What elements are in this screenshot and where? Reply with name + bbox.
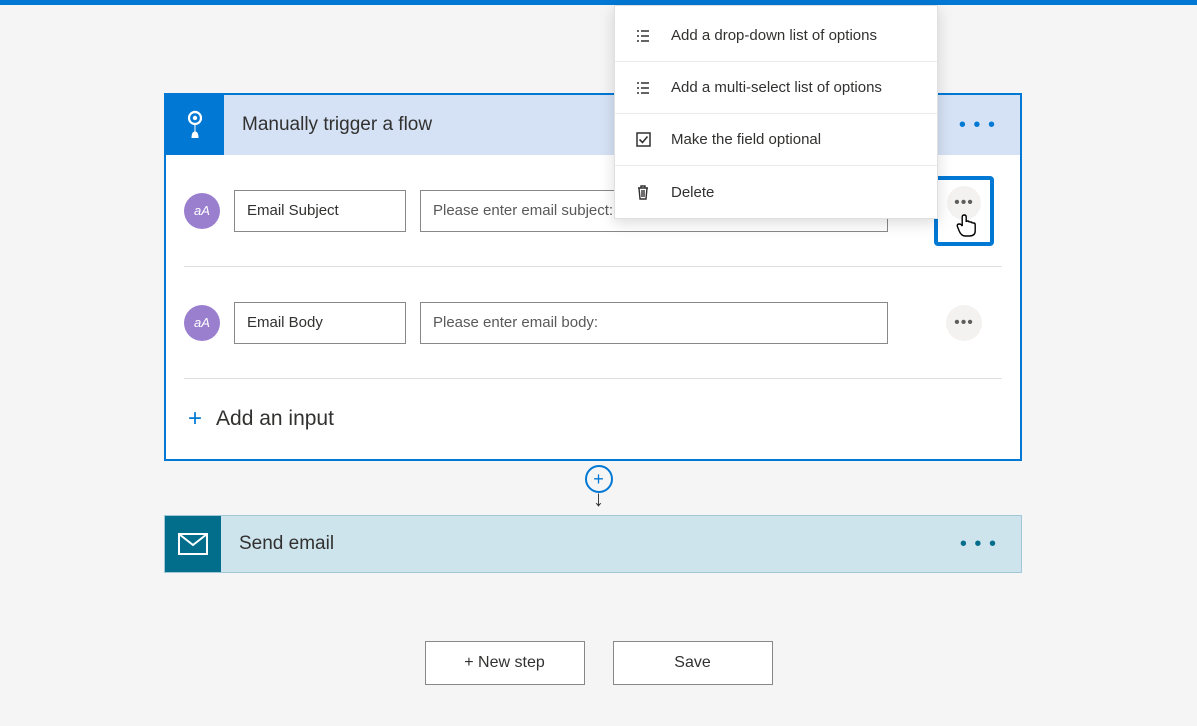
email-icon: [165, 516, 221, 572]
menu-item-label: Add a multi-select list of options: [671, 79, 882, 96]
more-dots-icon: •••: [954, 195, 974, 211]
arrow-down-icon: ↓: [593, 491, 604, 506]
action-card[interactable]: Send email • • •: [164, 515, 1022, 573]
trigger-icon: [166, 95, 224, 155]
field-context-menu: Add a drop-down list of options Add a mu…: [614, 5, 938, 219]
menu-item-delete[interactable]: Delete: [615, 166, 937, 218]
menu-item-label: Make the field optional: [671, 131, 821, 148]
input-description-field[interactable]: Please enter email body:: [420, 302, 888, 344]
list-icon: [633, 29, 653, 43]
save-button[interactable]: Save: [613, 641, 773, 685]
list-icon: [633, 81, 653, 95]
input-overflow-button[interactable]: •••: [934, 176, 994, 246]
add-input-label: Add an input: [216, 407, 334, 431]
footer-actions: + New step Save: [0, 641, 1197, 685]
trash-icon: [633, 184, 653, 200]
menu-item-label: Add a drop-down list of options: [671, 27, 877, 44]
cursor-hand-icon: [955, 214, 977, 238]
action-title: Send email: [221, 533, 960, 555]
input-name-field[interactable]: Email Subject: [234, 190, 406, 232]
plus-icon: +: [188, 405, 202, 433]
add-input-button[interactable]: + Add an input: [184, 379, 1002, 459]
new-step-button[interactable]: + New step: [425, 641, 585, 685]
menu-item-dropdown-list[interactable]: Add a drop-down list of options: [615, 10, 937, 62]
trigger-overflow-button[interactable]: • • •: [959, 114, 1020, 137]
menu-item-optional[interactable]: Make the field optional: [615, 114, 937, 166]
input-row: aA Email Body Please enter email body: •…: [184, 267, 1002, 379]
top-accent-bar: [0, 0, 1197, 5]
flow-connector: + ↓: [585, 465, 613, 506]
menu-item-label: Delete: [671, 184, 714, 201]
text-type-badge-icon: aA: [184, 193, 220, 229]
more-dots-icon: •••: [954, 315, 974, 331]
input-name-field[interactable]: Email Body: [234, 302, 406, 344]
menu-item-multiselect-list[interactable]: Add a multi-select list of options: [615, 62, 937, 114]
checkbox-icon: [633, 132, 653, 147]
action-overflow-button[interactable]: • • •: [960, 533, 1021, 556]
input-overflow-button[interactable]: •••: [946, 305, 982, 341]
text-type-badge-icon: aA: [184, 305, 220, 341]
